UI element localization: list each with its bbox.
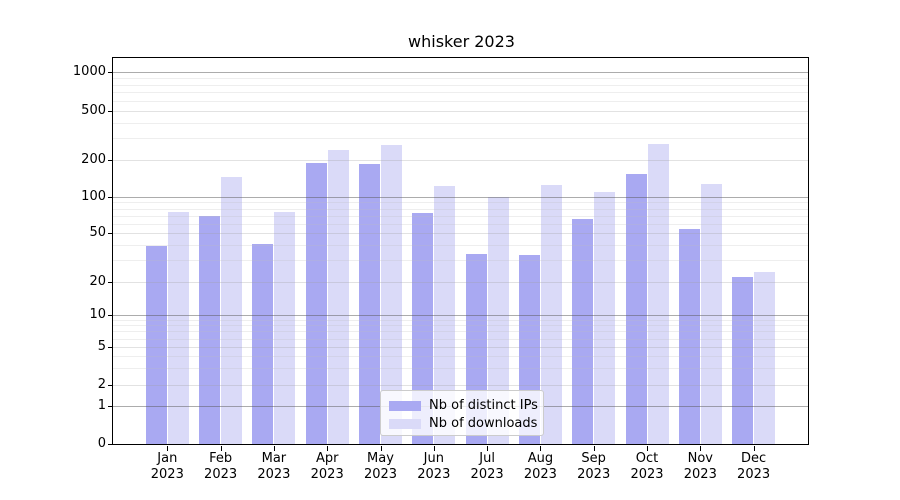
y-tick-mark [108,444,113,445]
x-tick-mark [593,446,595,451]
y-tick-label: 20 [89,274,106,289]
bar-distinct-ips [305,163,327,444]
bars-layer [113,58,808,444]
bar-downloads [700,183,722,444]
x-tick-label-aug: Aug 2023 [523,451,557,482]
y-tick-label: 1 [97,398,106,413]
y-tick-label: 10 [89,307,106,322]
x-tick-label-oct: Oct 2023 [630,451,664,482]
x-tick-mark [380,446,382,451]
x-tick-mark [487,446,489,451]
y-tick-label: 5 [97,339,106,354]
y-tick-label: 1000 [72,64,106,79]
bar-downloads [381,145,402,444]
bar-downloads [540,185,562,444]
x-tick-label-sep: Sep 2023 [577,451,611,482]
bar-downloads [594,191,616,444]
x-tick-mark [647,446,648,451]
y-tick-mark [108,233,113,234]
y-tick-mark [108,160,113,161]
x-tick-label-feb: Feb 2023 [204,451,238,482]
bar-distinct-ips [732,276,754,444]
x-tick-mark [540,446,542,451]
legend-row: Nb of downloads [389,415,538,432]
y-tick-mark [108,347,113,348]
x-tick-mark [753,446,755,451]
legend: Nb of distinct IPs Nb of downloads [380,390,544,436]
legend-swatch-downloads [389,418,421,429]
x-tick-mark [700,446,702,451]
bar-downloads [274,211,296,444]
legend-row: Nb of distinct IPs [389,397,538,414]
y-tick-label: 500 [81,103,106,118]
bar-downloads [647,143,669,444]
y-tick-mark [108,111,113,112]
y-tick-mark [108,197,113,198]
legend-label: Nb of distinct IPs [429,397,538,413]
x-tick-label-mar: Mar 2023 [257,451,291,482]
x-tick-mark [220,446,222,451]
x-tick-label-dec: Dec 2023 [737,451,771,482]
y-tick-mark [108,72,113,73]
legend-swatch-distinct-ips [389,400,421,411]
bar-distinct-ips [145,246,167,444]
bar-downloads [167,211,189,444]
y-tick-mark [108,385,113,386]
x-tick-label-jun: Jun 2023 [417,451,451,482]
bar-distinct-ips [199,216,221,444]
y-tick-mark [108,315,113,316]
y-tick-label: 50 [89,225,106,240]
bar-downloads [327,149,349,444]
bar-distinct-ips [625,173,647,444]
x-tick-mark [273,446,275,451]
x-tick-label-apr: Apr 2023 [310,451,344,482]
bar-distinct-ips [678,229,700,444]
x-tick-label-nov: Nov 2023 [683,451,717,482]
y-tick-label: 100 [81,189,106,204]
legend-label: Nb of downloads [429,415,538,431]
bar-downloads [487,197,509,444]
bar-downloads [754,272,776,444]
y-tick-label: 0 [97,436,106,451]
bar-downloads [434,185,456,444]
x-tick-mark [327,446,329,451]
x-tick-label-jul: Jul 2023 [470,451,504,482]
plot-area: Nb of distinct IPs Nb of downloads [112,57,809,445]
x-tick-label-jan: Jan 2023 [150,451,184,482]
chart-title: whisker 2023 [408,32,515,51]
bar-downloads [221,177,243,444]
y-tick-label: 2 [97,377,106,392]
y-tick-mark [108,282,113,283]
bar-distinct-ips [412,212,434,444]
x-tick-mark [167,446,169,451]
bar-distinct-ips [252,243,274,444]
bar-distinct-ips [359,163,380,444]
x-tick-label-may: May 2023 [363,451,398,482]
y-tick-mark [108,406,113,407]
bar-distinct-ips [572,219,594,444]
y-tick-label: 200 [81,152,106,167]
x-tick-mark [433,446,435,451]
